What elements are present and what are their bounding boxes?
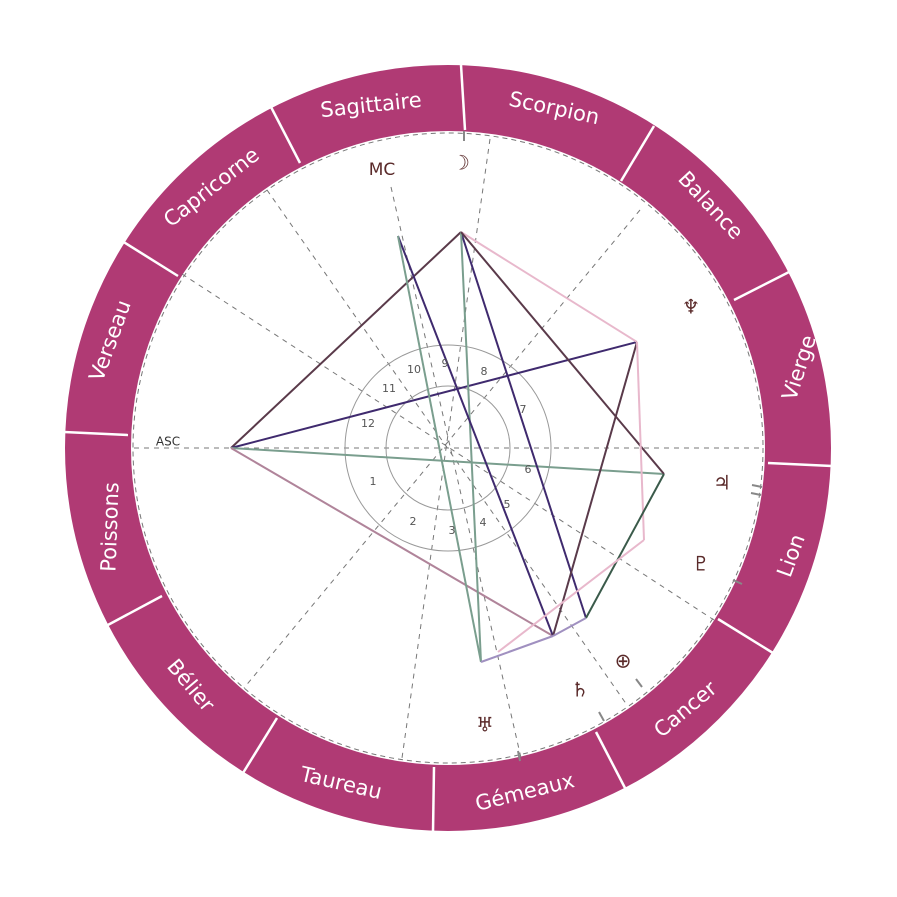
aspect-line [397,235,482,663]
sign-divider [105,594,163,628]
sign-divider [717,617,774,655]
saturn-glyph: ♄ [571,678,589,702]
house-ring-inner [385,385,511,511]
asc-label: ASC [156,435,180,449]
tick-mark [732,579,743,585]
house-number-5: 5 [504,498,511,511]
house-number-11: 11 [382,382,396,395]
house-number-6: 6 [525,463,532,476]
sign-dividers [63,64,833,833]
jupiter-glyph: ♃ [713,471,731,495]
aspect-line [552,617,587,637]
aspect-line [497,539,645,653]
aspect-line [230,341,638,449]
house-ring-outer [344,344,552,552]
tick-mark [598,711,605,722]
house-cusp [243,209,641,689]
sign-divider [121,239,179,278]
sign-label-poissons: Poissons [96,482,123,572]
aspect-line [460,231,482,663]
inner-dashed-circle [132,132,764,764]
aspect-line [460,231,665,475]
sign-divider [269,106,302,164]
aspect-line [230,231,462,449]
tick-mark [750,492,762,496]
mc-ic-axis [390,186,522,759]
sign-divider [459,64,467,131]
sign-divider [767,461,833,468]
aspect-line [480,635,554,663]
moon-glyph: ☽ [452,151,470,175]
aspect-line [636,341,645,541]
aspect-line [397,235,554,637]
aspect-line [460,231,587,619]
tick-mark [517,750,521,762]
house-number-8: 8 [481,365,488,378]
aspect-line [552,341,638,637]
sign-divider [594,731,627,789]
house-number-12: 12 [361,417,375,430]
aspect-lines [230,231,665,663]
house-number-1: 1 [370,475,377,488]
house-cusp [401,138,491,759]
mc-label: MC [369,160,396,180]
sign-divider [63,430,129,437]
house-number-9: 9 [442,357,449,370]
house-cusp [266,189,628,706]
uranus-glyph: ♅ [476,713,494,737]
neptune-glyph: ♆ [682,295,700,319]
aspect-line [460,231,638,343]
aspect-line [585,473,665,619]
house-cusp [181,273,715,621]
sign-divider [619,125,656,182]
tick-mark [751,484,763,488]
aspect-line [230,447,554,637]
sun-venus-cluster-glyph: ⊕ [615,649,632,673]
sign-divider [733,269,792,302]
sign-divider [241,717,279,774]
house-number-10: 10 [407,363,421,376]
aspect-line [230,447,665,475]
sign-divider [431,766,436,833]
tick-mark [635,678,643,688]
house-number-3: 3 [449,524,456,537]
house-cusps [134,138,762,759]
house-number-2: 2 [410,515,417,528]
house-number-4: 4 [480,516,487,529]
pluto-glyph: ♇ [692,552,710,576]
zodiac-ring [65,65,831,831]
house-number-7: 7 [520,403,527,416]
planet-ticks [463,131,763,762]
